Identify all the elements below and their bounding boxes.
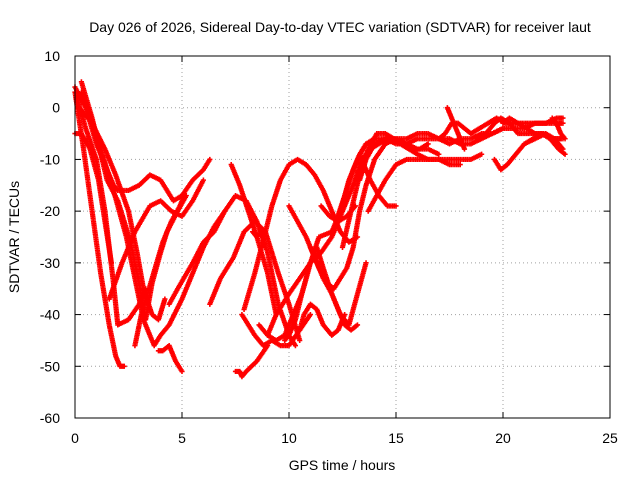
series-arc-28 (365, 156, 463, 214)
y-axis-label: SDTVAR / TECUs (6, 181, 22, 293)
x-tick-label: 20 (495, 430, 511, 446)
data-point (162, 296, 168, 302)
data-point (179, 368, 185, 375)
y-tick-label: -50 (40, 358, 60, 374)
data-points (72, 79, 568, 380)
series-arc-32 (444, 105, 468, 152)
x-tick-label: 0 (71, 430, 79, 446)
data-point (479, 151, 485, 157)
data-point (297, 337, 303, 344)
series-arc-18 (241, 156, 361, 312)
series-arc-8 (106, 177, 206, 302)
data-point (562, 151, 568, 157)
series-arc-10 (155, 343, 185, 375)
y-tick-label: 10 (44, 48, 60, 64)
chart-title: Day 026 of 2026, Sidereal Day-to-day VTE… (89, 19, 591, 35)
data-point (307, 311, 313, 318)
data-point (425, 141, 431, 147)
data-point (560, 115, 566, 121)
data-point (393, 203, 399, 209)
data-point (363, 260, 369, 266)
data-point (342, 311, 348, 318)
data-point (562, 136, 568, 142)
x-axis-label: GPS time / hours (289, 457, 396, 473)
data-point (200, 177, 206, 183)
series-arc-14 (232, 343, 271, 380)
y-tick-label: -30 (40, 255, 60, 271)
data-point (292, 343, 299, 349)
series-arc-36 (521, 130, 568, 157)
x-tick-label: 15 (388, 430, 404, 446)
series-arc-30 (389, 136, 485, 163)
data-point (461, 146, 468, 152)
y-tick-label: 0 (52, 100, 60, 116)
data-point (560, 120, 566, 126)
x-tick-label: 5 (178, 430, 186, 446)
x-tick-label: 10 (281, 430, 297, 446)
data-point (354, 322, 361, 328)
y-tick-label: -60 (40, 410, 60, 426)
plot-frame (74, 55, 611, 419)
series-arc-9 (132, 193, 187, 349)
y-tick-label: -10 (40, 151, 60, 167)
series-arc-13 (228, 162, 279, 318)
data-point (207, 156, 213, 163)
x-tick-label: 25 (602, 430, 618, 446)
data-point (121, 363, 127, 369)
y-tick-label: -40 (40, 307, 60, 323)
y-tick-label: -20 (40, 203, 60, 219)
series-arc-21 (297, 301, 348, 338)
data-point (436, 151, 442, 157)
data-point (457, 162, 463, 168)
series-arc-1 (72, 89, 127, 369)
data-point (181, 193, 187, 199)
series-arc-7 (78, 89, 228, 349)
series-arc-37 (549, 115, 568, 142)
series-arc-3 (72, 84, 213, 204)
series-arc-29 (359, 156, 399, 209)
